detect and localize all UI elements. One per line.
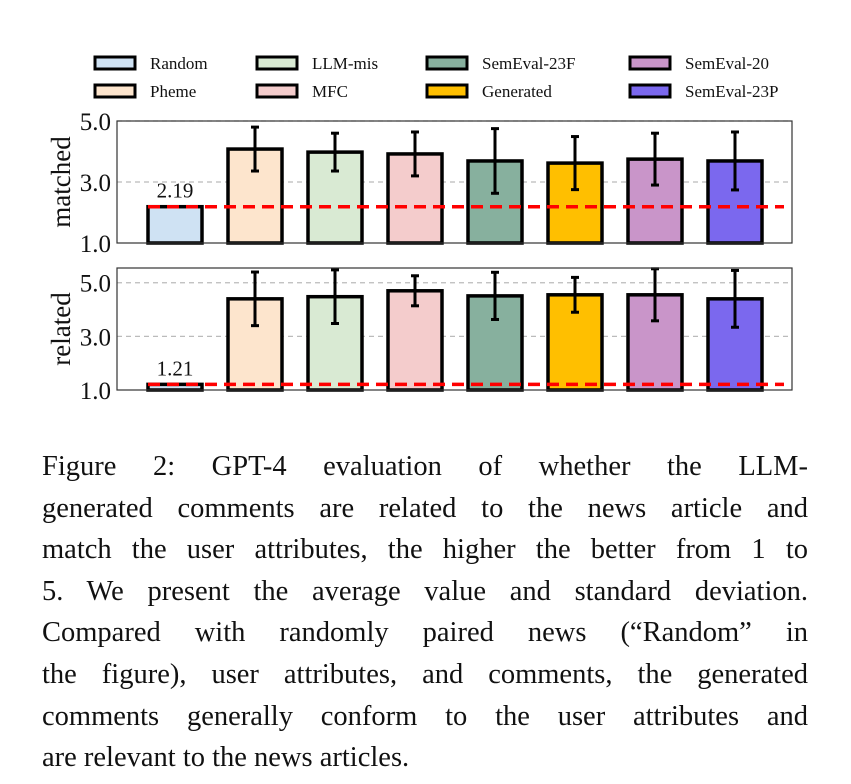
caption-line: match the user attributes, the higher th… — [42, 534, 808, 566]
legend-label: Generated — [482, 82, 552, 101]
plot-frame — [116, 120, 793, 244]
legend-swatch — [425, 83, 469, 99]
data-label: 2.19 — [157, 179, 194, 203]
data-label: 1.21 — [157, 356, 194, 380]
y-axis-label: related — [46, 292, 76, 366]
y-tick-label: 5.0 — [80, 109, 111, 136]
legend-swatch — [628, 55, 672, 71]
legend-label: MFC — [312, 82, 348, 101]
legend-label: Random — [150, 54, 208, 73]
caption-line: Figure 2: GPT-4 evaluation of whether th… — [42, 451, 808, 482]
caption-line: generated comments are related to the ne… — [42, 492, 808, 524]
legend-swatch — [425, 55, 469, 71]
legend-label: SemEval-23P — [685, 82, 779, 101]
y-tick-label: 1.0 — [80, 231, 111, 258]
plot-frame — [116, 267, 793, 391]
bar-chart-figure: Random LLM-mis SemEval-23F SemEval-20 Pheme M… — [46, 54, 793, 405]
legend-swatch — [255, 55, 299, 71]
bar-random — [146, 204, 204, 245]
legend-label: SemEval-23F — [482, 54, 576, 73]
y-tick-label: 3.0 — [80, 170, 111, 197]
y-axis-label: matched — [46, 136, 76, 228]
legend-swatch — [255, 83, 299, 99]
y-tick-label: 5.0 — [80, 271, 111, 298]
legend-swatch — [628, 83, 672, 99]
figure-caption: Figure 2: GPT-4 evaluation of whether th… — [42, 446, 808, 779]
legend-swatch — [93, 55, 137, 71]
caption-line: comments generally conform to the user a… — [42, 700, 808, 732]
y-tick-label: 1.0 — [80, 378, 111, 405]
caption-line: 5. We present the average value and stan… — [42, 575, 808, 607]
legend-label: Pheme — [150, 82, 196, 101]
legend-label: SemEval-20 — [685, 54, 769, 73]
caption-line: Compared with randomly paired news (“Ran… — [42, 617, 808, 649]
legend-swatch — [93, 83, 137, 99]
caption-line: the figure), user attributes, and commen… — [42, 658, 808, 690]
y-tick-label: 3.0 — [80, 324, 111, 351]
caption-line: are relevant to the news articles. — [42, 742, 410, 774]
legend-label: LLM-mis — [312, 54, 378, 73]
